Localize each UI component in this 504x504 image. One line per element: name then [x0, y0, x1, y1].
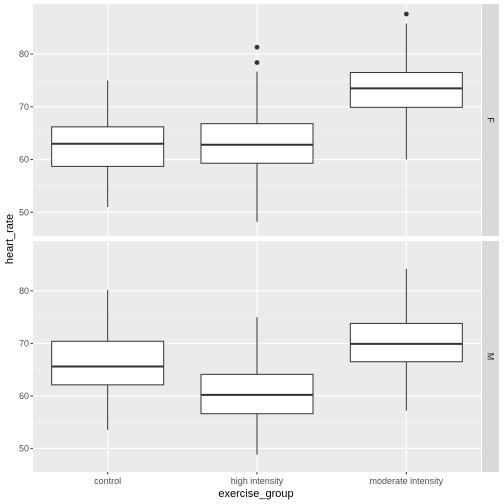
box-moderate-intensity [349, 268, 463, 411]
iqr-box [51, 126, 165, 167]
y-tick-label: 50 [19, 443, 29, 453]
outlier-point [254, 44, 260, 50]
facet-strip-label: F [486, 117, 496, 123]
x-tick-label: moderate intensity [370, 476, 444, 486]
facet-strip [482, 4, 499, 236]
iqr-box [349, 322, 463, 363]
iqr-box [51, 340, 165, 386]
y-tick-label: 50 [19, 207, 29, 217]
iqr-box [200, 123, 314, 164]
facet-strip [482, 241, 499, 472]
y-tick-label: 80 [19, 49, 29, 59]
x-tick-label: control [94, 476, 121, 486]
y-tick-label: 80 [19, 286, 29, 296]
box-high-intensity [200, 317, 314, 455]
panel-F [33, 4, 481, 236]
box-moderate-intensity [349, 11, 463, 160]
y-tick-label: 70 [19, 338, 29, 348]
facet-strip-label: M [486, 353, 496, 361]
y-tick-label: 70 [19, 102, 29, 112]
y-tick-label: 60 [19, 391, 29, 401]
x-axis-title: exercise_group [218, 488, 293, 500]
x-tick-label: high intensity [231, 476, 284, 486]
box-control [51, 80, 165, 207]
iqr-box [349, 72, 463, 108]
y-tick-label: 60 [19, 155, 29, 165]
y-axis-title: heart_rate [4, 214, 16, 264]
box-control [51, 289, 165, 430]
panel-M [33, 241, 481, 472]
outlier-point [403, 11, 409, 17]
box-high-intensity [200, 44, 314, 222]
outlier-point [254, 60, 260, 65]
